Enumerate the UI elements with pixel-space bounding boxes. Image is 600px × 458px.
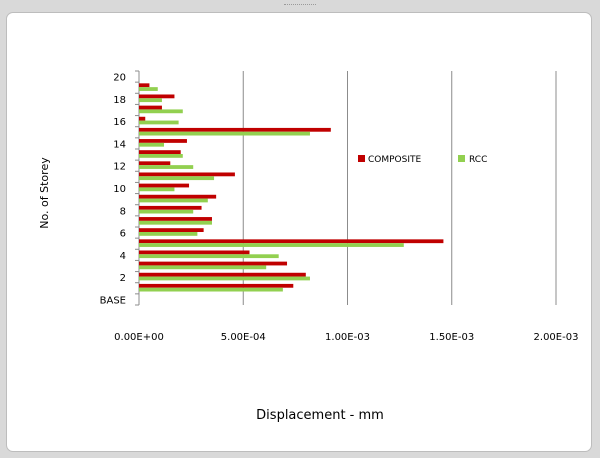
x-axis-title: Displacement - mm [256,408,384,423]
x-tick-label: 1.50E-03 [429,332,474,343]
bar-composite-8 [139,205,202,210]
chart-area [6,12,592,452]
y-tick-label: BASE [100,295,126,306]
bar-composite-15 [139,127,331,132]
bar-rcc-11 [139,176,215,181]
bar-rcc-2 [139,276,310,281]
y-axis-ticks: BASE 2 4 6 8 10 12 14 16 18 20 [100,73,126,307]
bar-rcc-6 [139,232,198,236]
x-tick-label: 0.00E+00 [114,332,164,343]
legend: COMPOSITE RCC [358,155,487,165]
bar-rcc-3 [139,265,267,270]
bar-composite-6 [139,228,204,232]
bar-composite-11 [139,172,235,177]
bar-rcc-12 [139,165,194,169]
bar-composite-9 [139,194,217,199]
bar-composite-2 [139,272,306,277]
y-tick-label: 10 [113,184,126,195]
bar-rcc-1 [139,287,283,292]
bar-composite-4 [139,250,250,255]
y-tick-label: 2 [120,273,126,284]
bar-composite-18 [139,94,175,99]
bar-composite-16 [139,116,146,121]
bar-rcc-14 [139,142,165,147]
y-tick-label: 14 [113,139,126,150]
bar-rcc-10 [139,187,175,192]
bar-composite-12 [139,161,171,166]
x-tick-label: 5.00E-04 [221,332,266,343]
bar-rcc-16 [139,120,179,125]
bar-composite-10 [139,183,190,188]
gridlines [135,70,557,306]
y-tick-label: 4 [120,251,126,262]
bar-rcc-19 [139,87,158,91]
y-axis-title: No. of Storey [38,157,51,229]
legend-swatch-rcc [458,155,465,162]
x-axis-ticks: 0.00E+00 5.00E-04 1.00E-03 1.50E-03 2.00E-03 [114,332,578,343]
y-tick-label: 12 [113,162,126,173]
legend-label-composite: COMPOSITE [368,155,422,165]
bar-composite-13 [139,150,181,154]
y-tick-label: 6 [120,229,126,240]
bar-rcc-15 [139,131,310,136]
y-tick-label: 8 [120,206,126,217]
bar-rcc-7 [139,220,212,225]
bar-rcc-18 [139,98,162,103]
y-tick-label: 20 [113,73,126,84]
bar-composite-5 [139,239,444,244]
bar-composite-17 [139,105,162,110]
bar-composite-7 [139,217,212,221]
legend-swatch-composite [358,155,365,162]
x-tick-label: 2.00E-03 [534,332,579,343]
legend-label-rcc: RCC [469,155,487,165]
bar-rcc-9 [139,198,208,203]
window-grip [284,4,316,9]
bar-rcc-13 [139,154,183,158]
y-tick-label: 18 [113,95,126,106]
bar-composite-19 [139,83,150,88]
bar-rcc-17 [139,109,183,114]
y-tick-label: 16 [113,117,126,128]
bar-composite-3 [139,261,288,266]
bars [139,83,444,292]
x-tick-label: 1.00E-03 [325,332,370,343]
bar-rcc-5 [139,243,404,247]
bar-composite-14 [139,139,187,143]
bar-rcc-4 [139,254,279,259]
bar-rcc-8 [139,209,194,214]
bar-composite-1 [139,283,294,288]
